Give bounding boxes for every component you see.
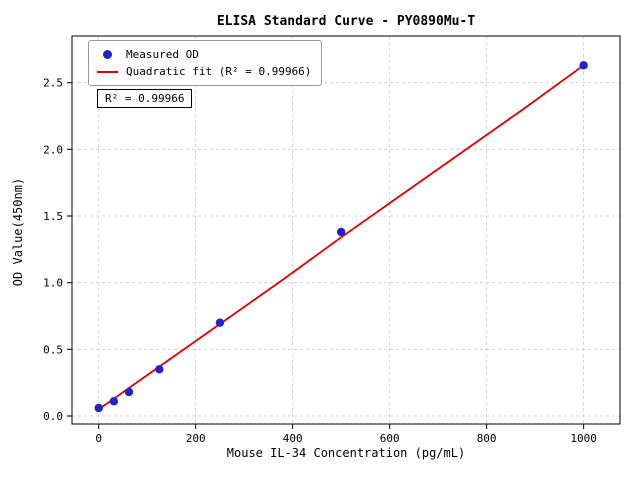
measured-od-point — [94, 403, 103, 413]
legend-label-quadratic-fit: Quadratic fit (R² = 0.99966) — [126, 65, 312, 78]
y-tick-label: 2.0 — [43, 143, 63, 156]
y-tick-label: 1.0 — [43, 277, 63, 290]
chart-title: ELISA Standard Curve - PY0890Mu-T — [216, 14, 476, 29]
x-tick-label: 600 — [380, 432, 400, 445]
x-axis-label: Mouse IL-34 Concentration (pg/mL) — [226, 446, 466, 460]
y-tick-label: 0.5 — [43, 343, 63, 356]
measured-od-point — [155, 365, 164, 374]
r-squared-annotation: R² = 0.99966 — [97, 89, 193, 108]
legend-item-measured-od: Measured OD — [97, 46, 311, 63]
y-tick-label: 1.5 — [43, 210, 63, 223]
measured-od-point — [124, 387, 134, 397]
line-marker-icon — [97, 70, 118, 73]
legend-item-quadratic-fit: Quadratic fit (R² = 0.99966) — [97, 63, 311, 80]
x-tick-label: 400 — [283, 432, 303, 445]
scatter-marker-icon — [103, 50, 112, 59]
legend: Measured OD Quadratic fit (R² = 0.99966) — [88, 40, 323, 86]
x-tick-label: 1000 — [570, 432, 597, 445]
legend-label-measured-od: Measured OD — [126, 48, 199, 61]
y-tick-label: 2.5 — [43, 77, 63, 90]
measured-od-point — [336, 227, 346, 237]
measured-od-point — [215, 318, 225, 327]
x-tick-label: 800 — [477, 432, 497, 445]
measured-od-point — [109, 397, 119, 406]
x-tick-label: 0 — [95, 432, 102, 445]
x-tick-label: 200 — [186, 432, 206, 445]
y-tick-label: 0.0 — [43, 410, 63, 423]
axes-frame — [71, 35, 621, 425]
measured-od-point — [579, 61, 588, 70]
quadratic-fit-line — [98, 64, 585, 411]
